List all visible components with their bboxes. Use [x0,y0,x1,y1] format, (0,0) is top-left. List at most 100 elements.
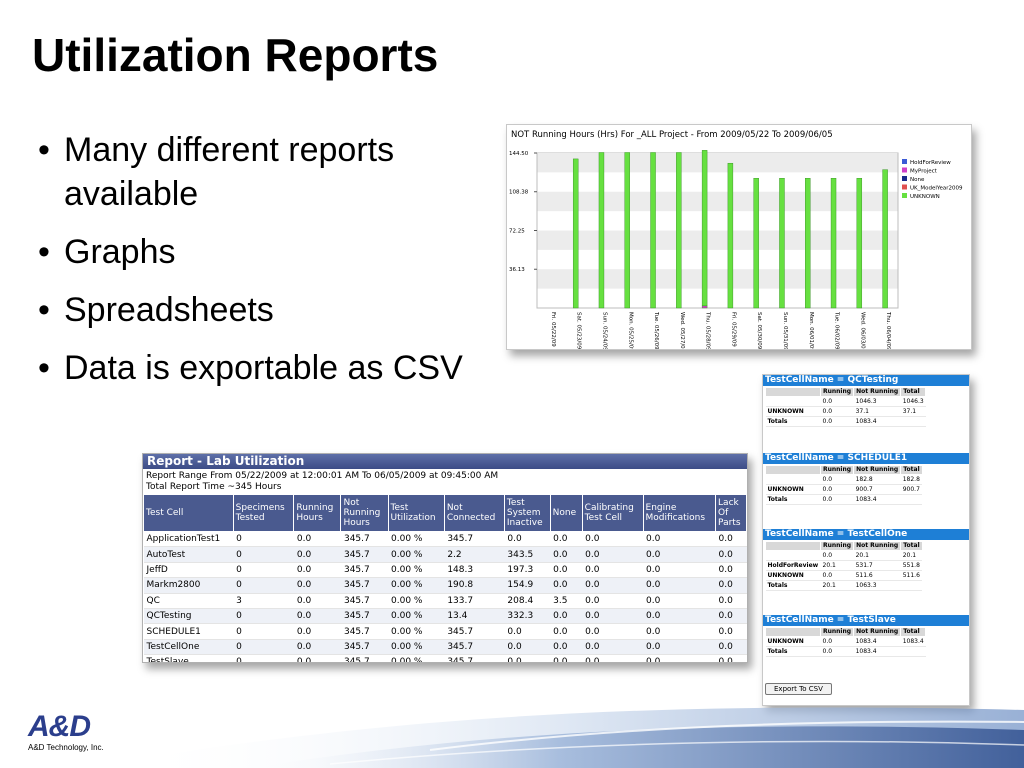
report-column-header: Calibrating Test Cell [581,494,644,532]
column-header-line: Calibrating [584,503,634,513]
table-cell: 0.0 [582,562,644,579]
table-cell: 0.0 [820,494,854,505]
test-cell-table: Running Not Running Total UNKNOWN 0.0 1083.4 1… [765,627,927,657]
table-cell: 0.0 [550,531,583,548]
x-tick-label: Wed. 06/03/09 [859,312,865,349]
bar [856,178,863,309]
table-cell: 0.0 [643,577,716,594]
report-column-header: Lack Of Parts [715,494,747,532]
x-tick-label: Sun. 05/31/09 [782,312,788,349]
table-cell: 0.0 [715,608,747,625]
legend-swatch [902,159,907,164]
table-cell: 0.0 [715,654,747,662]
test-cell-header [765,387,821,397]
table-cell: 0.0 [550,546,583,563]
table-cell: 345.7 [444,531,505,548]
table-cell: 0.0 [550,562,583,579]
table-row: QCTesting 0 0.0 345.7 0.00 % 13.4 332.3 0.0 0.0 0… [143,608,747,625]
table-cell: 0.0 [504,654,551,662]
table-cell: 0.0 [643,546,716,563]
chart-title: NOT Running Hours (Hrs) For _ALL Project… [511,130,833,140]
x-tick-label: Mon. 05/25/09 [627,312,633,349]
table-cell: ApplicationTest1 [143,531,234,548]
test-cell-header [765,541,821,551]
table-row: TestCellOne 0 0.0 345.7 0.00 % 345.7 0.0 0.0 0.0… [143,639,747,656]
table-cell: 0.0 [582,608,644,625]
test-cell-header: Not Running [853,627,902,637]
grid-band [537,269,898,289]
column-header-line: Connected [446,513,496,523]
table-row: Totals 0.0 1083.4 [765,646,926,657]
chart-panel: NOT Running Hours (Hrs) For _ALL Project… [506,124,972,350]
report-range: Report Range From 05/22/2009 at 12:00:01… [146,471,499,481]
table-cell: 0.0 [293,608,341,625]
table-row: 0.0 1046.3 1046.3 [765,396,926,407]
bar [701,305,708,309]
column-header-line: System [506,508,541,518]
table-cell: UNKNOWN [765,570,821,581]
table-cell [765,550,821,561]
lab-utilization-report: Report - Lab Utilization Report Range Fr… [142,453,748,663]
table-cell: 0.0 [643,654,716,662]
table-cell: 1083.4 [853,646,901,657]
test-cell-header: Running [819,627,855,637]
legend-label: MyProject [910,169,938,175]
bar [701,150,708,307]
y-tick-label: 108.38 [509,190,529,196]
column-header-line: Inactive [506,518,543,528]
table-cell: 0.00 % [388,639,445,656]
bar [624,152,630,309]
table-cell: 0.0 [293,623,341,640]
report-table: Test Cell Specimens Tested Running Hours Not R… [143,494,747,662]
column-header-line: Running [296,503,334,513]
table-cell: 0.0 [643,562,716,579]
table-cell: 0.0 [293,639,341,656]
legend-label: UNKNOWN [910,194,940,200]
table-cell: 0.0 [820,570,854,581]
table-cell: 531.7 [853,560,901,571]
table-cell: 0.0 [820,646,854,657]
table-cell: 0.0 [504,639,551,656]
table-cell: 0.0 [582,577,644,594]
table-cell: 0.0 [643,608,716,625]
table-cell: 0 [233,577,294,594]
table-cell: 182.8 [853,474,901,485]
table-cell [765,474,821,485]
table-cell: 345.7 [444,654,505,662]
table-row: AutoTest 0 0.0 345.7 0.00 % 2.2 343.5 0.0 0.0 0.0… [143,546,747,563]
x-tick-label: Sat. 05/30/09 [756,312,762,349]
table-cell: Markm2800 [143,577,234,594]
logo-text: A&D Technology, Inc. [28,743,104,752]
table-cell: 0.0 [643,593,716,609]
table-cell: 0.0 [504,531,551,548]
test-cell-title: TestCellName = TestCellOne [763,529,969,540]
table-cell: 0.0 [293,531,341,548]
table-cell: 345.7 [340,546,389,563]
table-cell: 345.7 [340,531,389,548]
column-header-line: Test Cell [146,508,184,518]
table-cell: UNKNOWN [765,636,821,647]
legend-label: HoldForReview [910,160,951,166]
table-row: QC 3 0.0 345.7 0.00 % 133.7 208.4 3.5 0.0 0.0 0.0 [143,593,747,609]
bar [650,152,656,309]
table-cell: 20.1 [820,560,854,571]
table-cell: 0.00 % [388,546,445,563]
report-column-header: Running Hours [293,494,342,532]
column-header-line: Engine [645,503,677,513]
table-cell: 0 [233,531,294,548]
report-column-header: Not Connected [443,494,505,532]
test-cell-table: Running Not Running Total 0.0 20.1 20.1 HoldFo… [765,541,923,591]
table-cell: 345.7 [444,623,505,640]
grid-band [537,191,898,212]
company-logo: A&D A&D Technology, Inc. [28,712,118,762]
table-cell: 3.5 [550,593,583,609]
table-cell: 0.0 [582,623,644,640]
table-cell: 0.0 [715,531,747,548]
test-cell-header-row: Running Not Running Total [765,387,927,397]
export-csv-button[interactable]: Export To CSV [765,683,832,695]
report-total-time: Total Report Time ~345 Hours [146,482,282,492]
table-cell: 0.0 [715,623,747,640]
table-cell: 0.00 % [388,577,445,594]
table-row: UNKNOWN 0.0 1083.4 1083.4 [765,636,926,647]
report-column-header: Test Utilization [387,494,445,532]
